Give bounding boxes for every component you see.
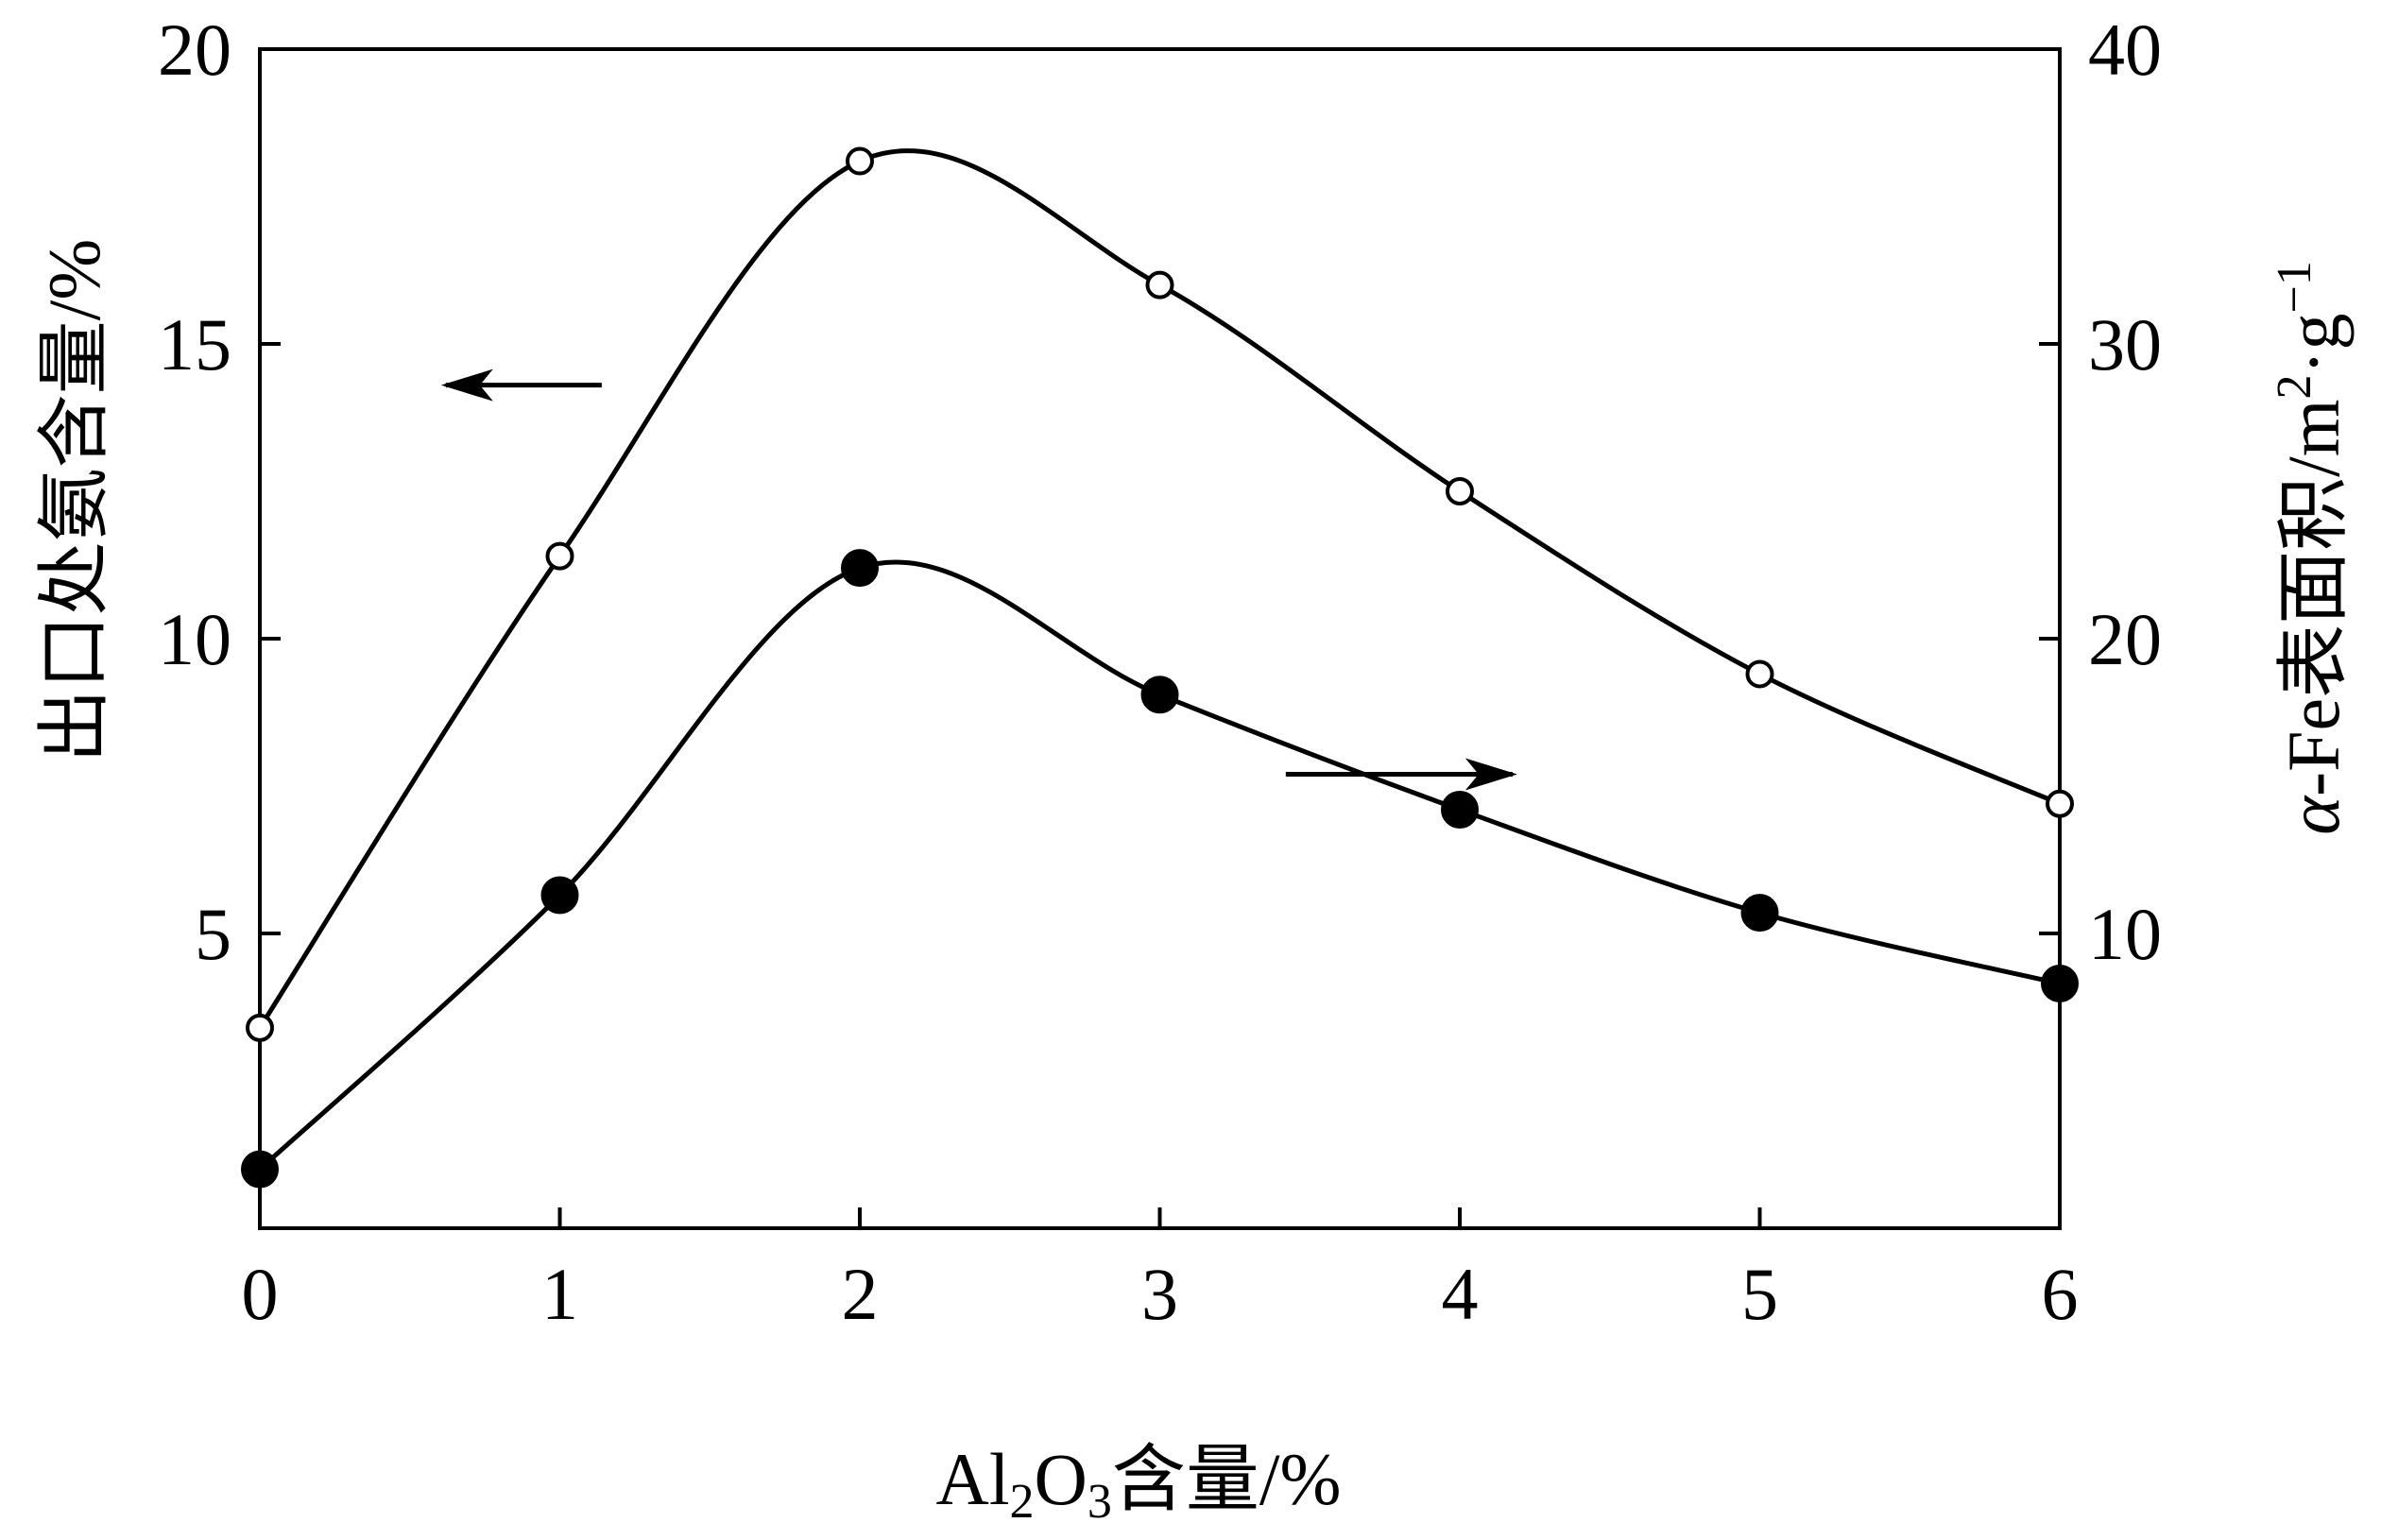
- y-right-tick-label: 10: [2088, 893, 2162, 975]
- data-point-filled: [1140, 676, 1179, 714]
- x-tick-label: 3: [1141, 1253, 1178, 1335]
- x-tick-label: 0: [242, 1253, 279, 1335]
- x-tick-label: 2: [842, 1253, 879, 1335]
- x-tick-label: 6: [2042, 1253, 2079, 1335]
- data-point-filled: [540, 876, 579, 915]
- x-tick-label: 5: [1741, 1253, 1778, 1335]
- data-point-filled: [241, 1150, 279, 1189]
- y-left-tick-label: 5: [195, 893, 231, 975]
- data-point-open: [1145, 270, 1174, 299]
- data-point-open: [1446, 477, 1474, 505]
- axes: [258, 47, 2062, 1230]
- y-axis-title-left: 出口处氨含量/%: [33, 239, 115, 763]
- y-right-tick-label: 40: [2088, 9, 2162, 91]
- data-point-open: [2046, 789, 2074, 818]
- y-left-tick-label: 10: [158, 598, 231, 680]
- arrow-left-head: [440, 368, 493, 402]
- plot-frame: [258, 47, 2062, 1230]
- x-axis-title: Al2O3含量/%: [936, 1438, 1342, 1529]
- x-tick-label: 1: [541, 1253, 578, 1335]
- data-point-open: [1745, 659, 1774, 689]
- series-line-right: [258, 559, 2061, 1172]
- arrows: [440, 368, 1517, 791]
- data-point-open: [846, 146, 874, 176]
- arrow-right-head: [1465, 758, 1517, 791]
- data-point-filled: [1441, 790, 1479, 829]
- data-point-filled: [1740, 894, 1779, 933]
- data-point-open: [545, 541, 574, 571]
- data-point-filled: [841, 549, 879, 588]
- data-point-filled: [2041, 965, 2079, 1003]
- series-line-left: [257, 148, 2061, 1030]
- y-left-tick-label: 15: [158, 303, 231, 385]
- series-layer: [241, 146, 2079, 1189]
- data-point-open: [246, 1013, 274, 1042]
- x-tick-label: 4: [1442, 1253, 1479, 1335]
- y-right-tick-label: 30: [2088, 303, 2162, 385]
- y-right-tick-label: 20: [2088, 598, 2162, 680]
- ticks: 0 1 2 3 4 5 6 5 10 15 20 10 20 30 40: [158, 9, 2162, 1335]
- y-axis-title-right: α-Fe表面积/m2·g−1: [2268, 261, 2355, 835]
- y-left-tick-label: 20: [158, 9, 231, 91]
